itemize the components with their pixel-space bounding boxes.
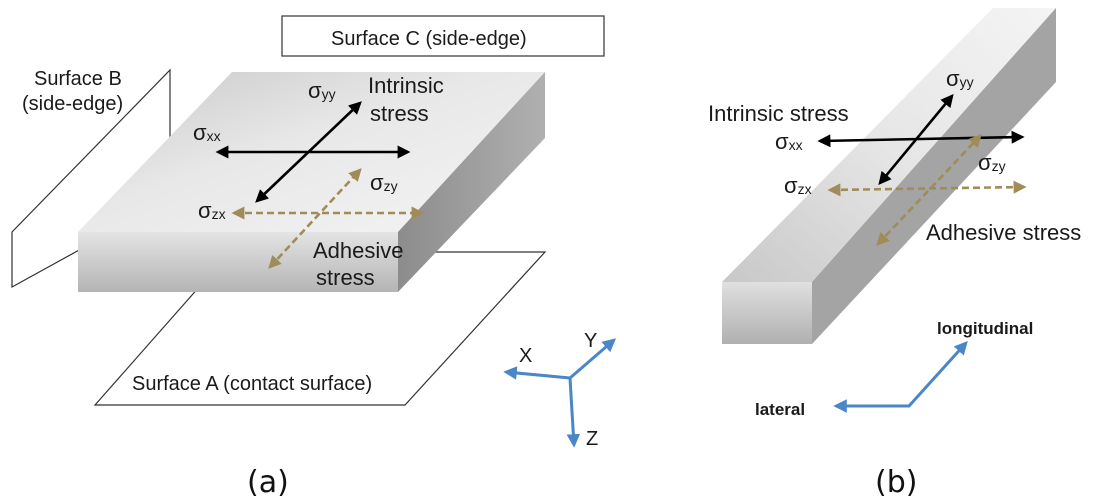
axis-x-arrow — [503, 366, 571, 380]
intrinsic-stress-label-line1: Intrinsic — [368, 73, 444, 98]
intrinsic-stress-label-line2: stress — [370, 101, 429, 126]
sigma-zy-label: σzy — [370, 170, 398, 195]
sigma-xx-label: σxx — [193, 120, 221, 145]
adhesive-stress-label-line2: stress — [316, 265, 375, 290]
panel-b-caption: (b) — [875, 465, 917, 500]
b-sigma-zy-label: σzy — [978, 150, 1006, 175]
lateral-longitudinal-arrow — [833, 340, 968, 413]
adhesive-stress-label-line1: Adhesive — [313, 238, 404, 263]
surface-b-label-line2: (side-edge) — [22, 93, 123, 115]
panel-a-caption: (a) — [247, 465, 289, 500]
b-sigma-yy-label: σyy — [946, 66, 974, 91]
axis-x-label: X — [519, 345, 532, 367]
axis-y-arrow — [569, 338, 617, 380]
panel-b: Intrinsic stress Adhesive stress σyy σxx… — [708, 8, 1081, 500]
sigma-zx-label: σzx — [198, 198, 226, 223]
surface-c-box — [281, 15, 605, 57]
b-sigma-zx-label: σzx — [784, 173, 812, 198]
surface-c-label: Surface C (side-edge) — [331, 28, 527, 50]
longitudinal-label: longitudinal — [937, 319, 1033, 338]
axis-z-label: Z — [586, 428, 598, 450]
lateral-label: lateral — [755, 400, 805, 419]
panel-a: Surface C (side-edge) Surface B (side-ed… — [11, 15, 617, 500]
axis-z-arrow — [566, 377, 581, 448]
surface-b-label-line1: Surface B — [34, 68, 122, 90]
b-adhesive-stress-label: Adhesive stress — [926, 220, 1081, 245]
surface-a-label: Surface A (contact surface) — [132, 373, 372, 395]
beam-front — [722, 282, 812, 344]
sigma-zy-arrow — [268, 168, 362, 269]
b-intrinsic-stress-label: Intrinsic stress — [708, 101, 849, 126]
slab-side — [398, 72, 545, 292]
b-sigma-zy-arrow — [876, 134, 982, 246]
axis-y-label: Y — [584, 330, 597, 352]
sigma-yy-label: σyy — [308, 78, 336, 103]
b-sigma-xx-label: σxx — [775, 129, 803, 154]
